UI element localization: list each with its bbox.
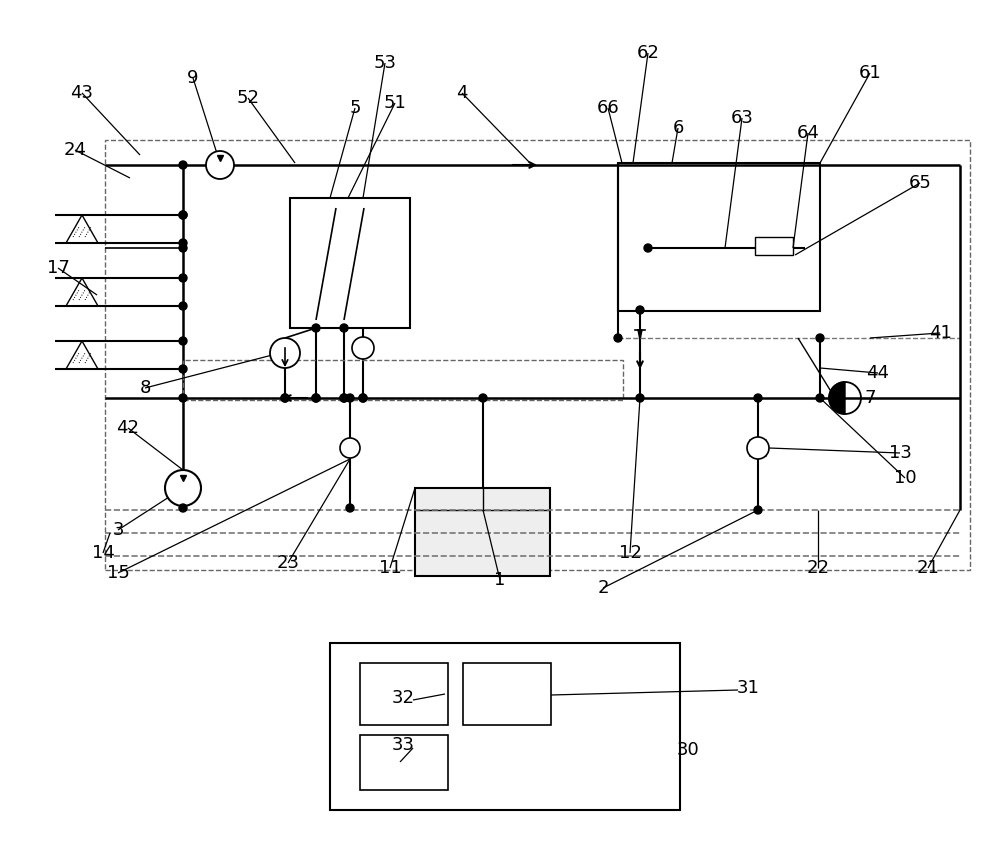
Text: 2: 2 (597, 579, 609, 597)
Bar (330, 643, 680, 810)
Circle shape (312, 394, 320, 402)
Circle shape (747, 437, 769, 459)
Text: 1: 1 (494, 571, 506, 589)
Circle shape (179, 365, 187, 373)
Bar (415, 488, 550, 576)
Circle shape (179, 274, 187, 282)
Circle shape (312, 324, 320, 332)
Bar (618, 163, 820, 311)
Text: 9: 9 (187, 69, 199, 87)
Circle shape (754, 506, 762, 514)
Circle shape (359, 394, 367, 402)
Circle shape (179, 302, 187, 310)
Text: 61: 61 (859, 64, 881, 82)
Text: 66: 66 (597, 99, 619, 117)
Text: 21: 21 (917, 559, 939, 577)
Bar (463, 663, 551, 725)
Text: 62: 62 (637, 44, 659, 62)
Bar (290, 198, 410, 328)
Bar (105, 140, 970, 570)
Circle shape (179, 161, 187, 169)
Circle shape (179, 337, 187, 345)
Text: 41: 41 (929, 324, 951, 342)
Circle shape (636, 394, 644, 402)
Circle shape (179, 211, 187, 219)
Bar (360, 663, 448, 725)
Circle shape (340, 324, 348, 332)
Bar (755, 237, 793, 255)
Text: 31: 31 (737, 679, 759, 697)
Circle shape (816, 394, 824, 402)
Text: 33: 33 (392, 736, 415, 754)
Text: 13: 13 (889, 444, 911, 462)
Circle shape (346, 394, 354, 402)
Circle shape (352, 337, 374, 359)
Text: 52: 52 (237, 89, 260, 107)
Text: 8: 8 (139, 379, 151, 397)
Circle shape (359, 394, 367, 402)
Text: 63: 63 (731, 109, 753, 127)
Circle shape (614, 334, 622, 342)
Circle shape (340, 394, 348, 402)
Circle shape (312, 394, 320, 402)
Polygon shape (829, 382, 845, 414)
Circle shape (346, 504, 354, 512)
Circle shape (816, 334, 824, 342)
Text: 17: 17 (47, 259, 69, 277)
Text: 53: 53 (374, 54, 396, 72)
Text: 10: 10 (894, 469, 916, 487)
Circle shape (340, 438, 360, 458)
Circle shape (179, 211, 187, 219)
Circle shape (644, 244, 652, 252)
Circle shape (270, 338, 300, 368)
Circle shape (179, 239, 187, 247)
Bar (183, 360, 623, 400)
Text: 65: 65 (909, 174, 931, 192)
Text: 51: 51 (384, 94, 406, 112)
Text: 4: 4 (456, 84, 468, 102)
Text: 11: 11 (379, 559, 401, 577)
Circle shape (179, 504, 187, 512)
Text: 12: 12 (619, 544, 641, 562)
Circle shape (179, 244, 187, 252)
Circle shape (281, 394, 289, 402)
Text: 30: 30 (677, 741, 699, 759)
Circle shape (340, 394, 348, 402)
Text: 5: 5 (349, 99, 361, 117)
Circle shape (206, 151, 234, 179)
Text: 43: 43 (70, 84, 94, 102)
Text: 64: 64 (797, 124, 819, 142)
Circle shape (754, 394, 762, 402)
Text: 6: 6 (672, 119, 684, 137)
Text: 23: 23 (276, 554, 300, 572)
Circle shape (165, 470, 201, 506)
Text: 44: 44 (866, 364, 890, 382)
Text: 32: 32 (392, 689, 415, 707)
Text: 24: 24 (64, 141, 87, 159)
Circle shape (636, 306, 644, 314)
Circle shape (179, 394, 187, 402)
Text: 7: 7 (864, 389, 876, 407)
Text: 22: 22 (806, 559, 830, 577)
Text: 14: 14 (92, 544, 114, 562)
Text: 42: 42 (116, 419, 140, 437)
Bar (360, 735, 448, 790)
Circle shape (281, 394, 289, 402)
Text: 3: 3 (112, 521, 124, 539)
Text: 15: 15 (107, 564, 129, 582)
Circle shape (479, 394, 487, 402)
